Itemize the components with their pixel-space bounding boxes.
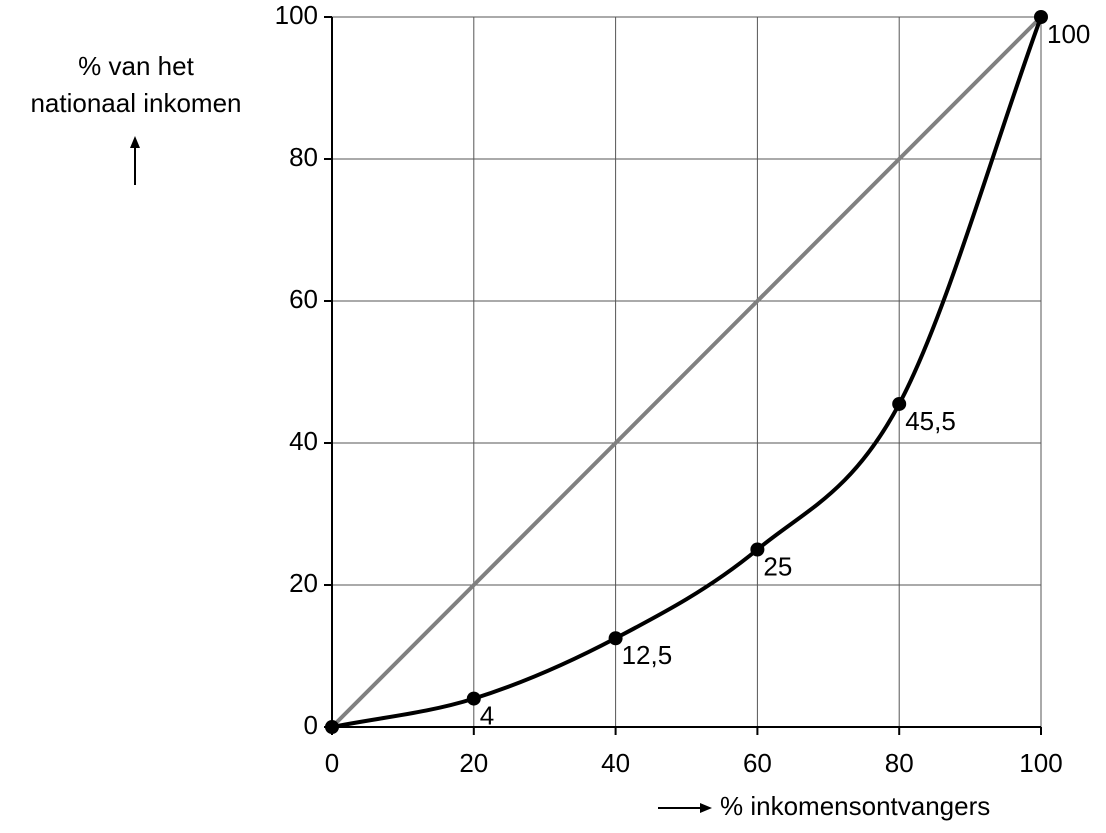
data-label: 4 <box>480 700 494 730</box>
x-axis-label: % inkomensontvangers <box>720 791 990 821</box>
y-tick-label: 20 <box>289 568 318 598</box>
y-arrow <box>130 136 140 185</box>
x-arrow <box>658 803 712 813</box>
x-tick-label: 20 <box>459 748 488 778</box>
data-label: 25 <box>763 551 792 581</box>
point <box>325 720 339 734</box>
x-tick-label: 80 <box>885 748 914 778</box>
data-label: 100 <box>1047 19 1090 49</box>
data-label: 12,5 <box>622 640 673 670</box>
point <box>892 396 907 411</box>
y-tick-label: 0 <box>304 710 318 740</box>
x-tick-label: 40 <box>601 748 630 778</box>
line <box>330 15 1043 729</box>
y-axis-label: nationaal inkomen <box>30 88 241 118</box>
y-tick-label: 60 <box>289 284 318 314</box>
y-tick-label: 40 <box>289 426 318 456</box>
x-tick-label: 100 <box>1019 748 1062 778</box>
point <box>1034 10 1048 24</box>
x-tick-label: 60 <box>743 748 772 778</box>
point <box>608 631 623 646</box>
point <box>466 691 481 706</box>
x-tick-label: 0 <box>325 748 339 778</box>
point <box>750 542 765 557</box>
y-axis-label: % van het <box>78 51 194 81</box>
y-tick-label: 100 <box>275 0 318 30</box>
data-label: 45,5 <box>905 406 956 436</box>
y-tick-label: 80 <box>289 142 318 172</box>
